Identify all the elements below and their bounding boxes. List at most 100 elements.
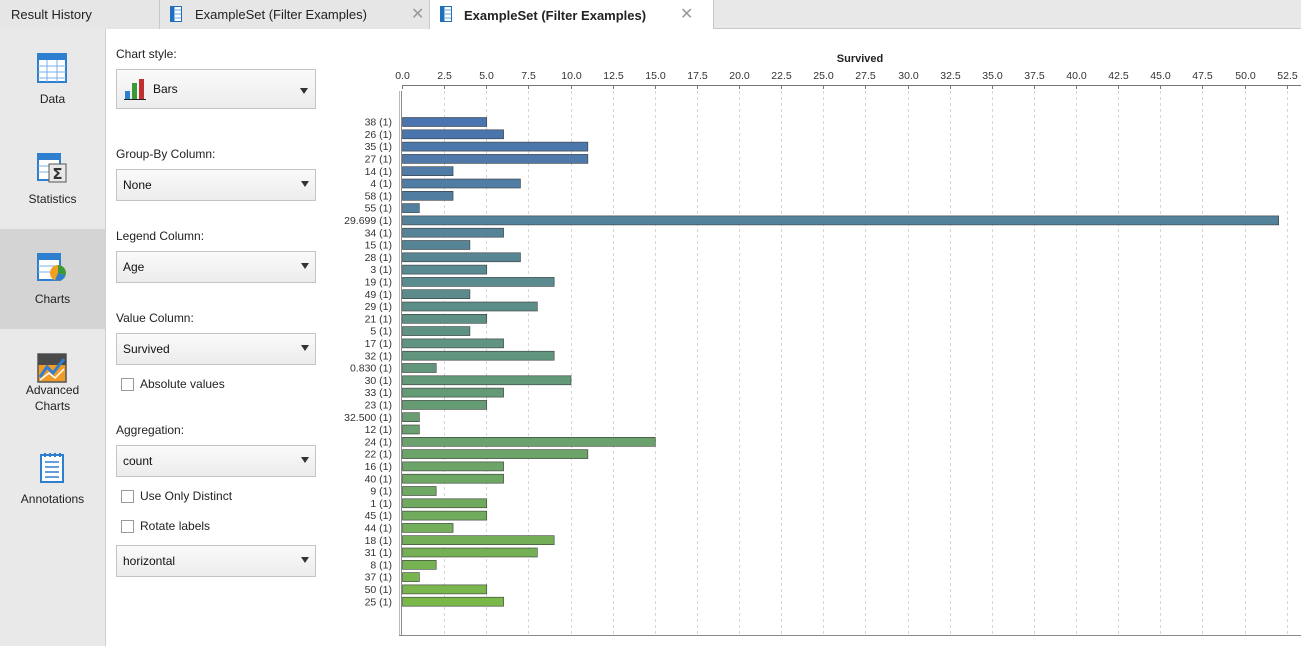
bar — [402, 559, 437, 570]
chart-style-value: Bars — [153, 82, 178, 96]
bar — [402, 424, 420, 435]
chevron-down-icon — [300, 88, 308, 94]
rotate-labels-checkbox[interactable]: Rotate labels — [121, 519, 210, 533]
checkbox-box[interactable] — [121, 377, 134, 391]
legend-column-dropdown[interactable]: Age — [116, 251, 316, 283]
category-label: 38 (1) — [365, 117, 392, 129]
x-tick-label: 42.5 — [1108, 70, 1129, 82]
bar — [402, 523, 454, 533]
orientation-dropdown[interactable]: horizontal — [116, 545, 316, 577]
chart-style-label: Chart style: — [116, 47, 177, 61]
category-label: 23 (1) — [365, 400, 392, 412]
checkbox-label: Use Only Distinct — [140, 489, 233, 503]
x-tick-label: 7.5 — [521, 70, 536, 82]
nav-advanced-charts[interactable]: Advanced Charts — [0, 329, 105, 429]
x-tick-label: 45.0 — [1150, 70, 1171, 82]
x-tick-label: 27.5 — [855, 70, 876, 82]
chevron-down-icon — [301, 345, 309, 351]
close-icon[interactable]: ✕ — [680, 6, 694, 23]
checkbox-box[interactable] — [121, 519, 134, 533]
chart-title: Survived — [837, 53, 883, 65]
nav-statistics[interactable]: Σ Statistics — [0, 129, 105, 229]
bar — [402, 584, 488, 595]
bar — [402, 510, 488, 521]
x-tick-label: 15.0 — [645, 70, 666, 82]
category-label: 44 (1) — [365, 523, 392, 535]
chart-style-dropdown[interactable]: Bars — [116, 69, 316, 109]
bar — [402, 313, 488, 324]
checkbox-label: Rotate labels — [140, 519, 211, 533]
nav-label: Advanced Charts — [25, 383, 80, 413]
bar — [402, 129, 504, 140]
category-label: 24 (1) — [365, 436, 392, 448]
statistics-sigma-icon: Σ — [37, 153, 67, 183]
category-label: 8 (1) — [370, 559, 392, 571]
category-label: 29.699 (1) — [344, 215, 392, 227]
category-label: 21 (1) — [365, 313, 392, 325]
bar-chart-icon — [124, 79, 146, 100]
category-label: 14 (1) — [365, 166, 392, 178]
close-icon[interactable]: ✕ — [411, 6, 425, 23]
category-label: 17 (1) — [365, 338, 392, 350]
x-tick-label: 52.5 — [1277, 70, 1298, 82]
bar — [402, 252, 521, 263]
chevron-down-icon — [301, 557, 309, 563]
tab-exampleset-1[interactable]: ExampleSet (Filter Examples) ✕ — [160, 0, 430, 29]
category-label: 22 (1) — [365, 449, 392, 461]
category-label: 55 (1) — [365, 203, 392, 215]
nav-charts[interactable]: Charts — [0, 229, 105, 329]
advanced-charts-icon — [37, 353, 67, 383]
table-icon — [170, 6, 182, 22]
tab-label: ExampleSet (Filter Examples) — [195, 7, 367, 22]
chevron-down-icon — [301, 457, 309, 463]
use-only-distinct-checkbox[interactable]: Use Only Distinct — [121, 489, 232, 503]
legend-column-value: Age — [123, 260, 145, 274]
bar — [402, 154, 589, 164]
tab-exampleset-2[interactable]: ExampleSet (Filter Examples) ✕ — [430, 0, 714, 30]
x-tick-label: 35.0 — [982, 70, 1003, 82]
nav-label: Statistics — [28, 192, 77, 206]
nav-annotations[interactable]: Annotations — [0, 429, 105, 529]
x-tick-label: 47.5 — [1192, 70, 1213, 82]
bar — [402, 178, 521, 189]
category-label: 28 (1) — [365, 252, 392, 264]
category-label: 45 (1) — [365, 510, 392, 522]
chart-area: Survived 0.0 2.5 5.0 7.5 10.0 12.5 15.0 17.5 20.0… — [330, 29, 1301, 646]
bar — [402, 227, 504, 238]
aggregation-dropdown[interactable]: count — [116, 445, 316, 477]
value-column-dropdown[interactable]: Survived — [116, 333, 316, 365]
category-label: 0.830 (1) — [350, 363, 392, 375]
x-tick-label: 10.0 — [561, 70, 582, 82]
bar — [402, 535, 555, 546]
data-table-icon — [37, 53, 67, 83]
svg-text:Σ: Σ — [52, 165, 62, 183]
category-label: 33 (1) — [365, 387, 392, 399]
group-by-label: Group-By Column: — [116, 147, 216, 161]
bar — [402, 191, 454, 201]
nav-data[interactable]: Data — [0, 29, 105, 129]
group-by-dropdown[interactable]: None — [116, 169, 316, 201]
aggregation-value: count — [123, 454, 153, 468]
bar — [402, 350, 555, 361]
bar — [402, 547, 538, 558]
bar — [402, 117, 488, 127]
category-label: 4 (1) — [370, 178, 392, 190]
bar — [402, 240, 471, 250]
x-tick-label: 50.0 — [1235, 70, 1256, 82]
table-icon — [440, 6, 452, 22]
nav-label: Data — [39, 92, 66, 106]
tab-label: ExampleSet (Filter Examples) — [464, 7, 647, 23]
category-label: 50 (1) — [365, 584, 392, 596]
absolute-values-checkbox[interactable]: Absolute values — [121, 377, 225, 391]
category-label: 19 (1) — [365, 277, 392, 289]
category-label: 58 (1) — [365, 190, 392, 202]
checkbox-box[interactable] — [121, 489, 134, 503]
nav-label: Charts — [34, 292, 71, 306]
x-tick-label: 40.0 — [1066, 70, 1087, 82]
x-tick-label: 17.5 — [687, 70, 708, 82]
tab-result-history[interactable]: Result History — [0, 0, 160, 29]
category-label: 30 (1) — [365, 375, 392, 387]
category-label: 12 (1) — [365, 424, 392, 436]
annotations-notepad-icon — [40, 453, 64, 483]
bar — [402, 498, 488, 509]
